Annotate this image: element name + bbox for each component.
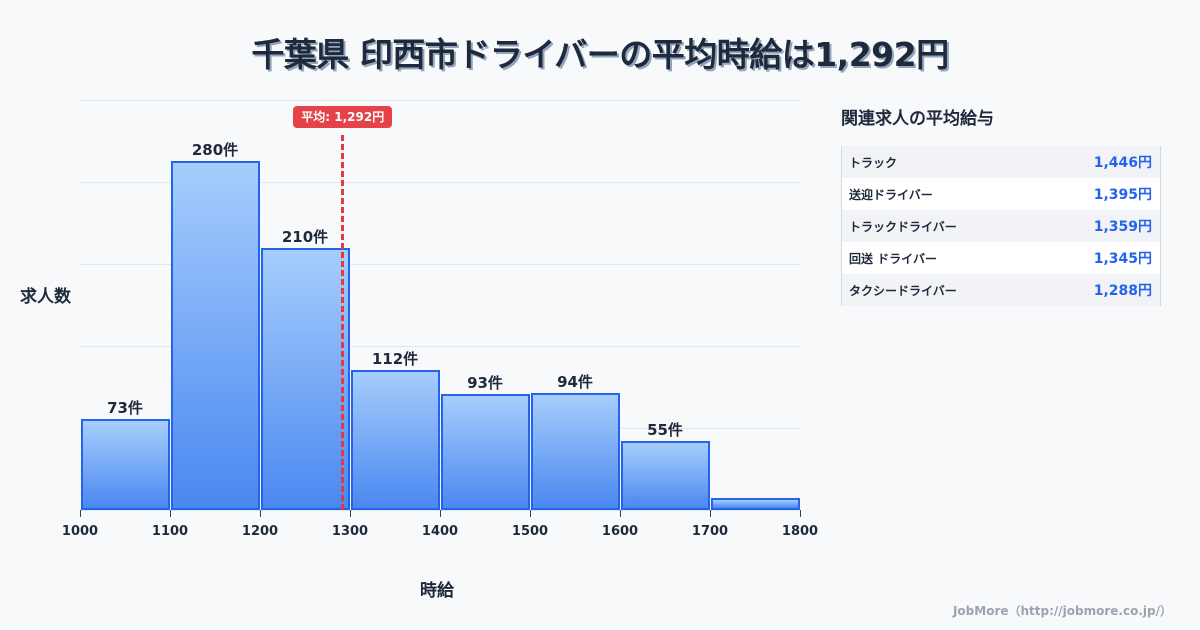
gridline	[80, 264, 800, 265]
bar-count-label: 73件	[107, 399, 143, 418]
job-average-wage: 1,359円	[1093, 219, 1152, 235]
related-job-row: タクシードライバー 1,288円	[842, 274, 1160, 306]
x-tick	[620, 510, 621, 517]
x-axis-label: 時給	[420, 581, 454, 601]
gridline	[80, 100, 800, 101]
x-tick	[800, 510, 801, 517]
job-average-wage: 1,446円	[1093, 155, 1152, 171]
histogram-bar	[171, 161, 260, 510]
bar-count-label: 93件	[467, 374, 503, 393]
bar-count-label: 94件	[557, 372, 593, 391]
x-tick-label: 1700	[691, 524, 729, 539]
job-name: 送迎ドライバー	[849, 187, 933, 202]
job-name: 回送 ドライバー	[849, 251, 937, 266]
histogram-bar	[261, 248, 350, 510]
source-credit: JobMore（http://jobmore.co.jp/）	[952, 604, 1172, 618]
histogram-bar	[531, 392, 620, 510]
gridline	[80, 182, 800, 183]
x-tick-label: 1800	[781, 524, 819, 539]
x-tick	[170, 510, 171, 517]
histogram-bar	[441, 394, 530, 510]
y-axis-label: 求人数	[20, 287, 71, 307]
job-name: トラックドライバー	[849, 219, 957, 234]
related-jobs-title: 関連求人の平均給与	[841, 109, 994, 129]
job-average-wage: 1,288円	[1093, 283, 1152, 299]
related-job-row: トラック 1,446円	[842, 146, 1160, 178]
x-tick-label: 1400	[421, 524, 459, 539]
x-tick	[530, 510, 531, 517]
related-jobs-table: トラック 1,446円 送迎ドライバー 1,395円 トラックドライバー 1,3…	[841, 146, 1161, 306]
histogram-bar	[621, 441, 710, 510]
bar-count-label: 55件	[647, 421, 683, 440]
x-tick	[710, 510, 711, 517]
x-tick	[350, 510, 351, 517]
histogram-bar	[81, 419, 170, 510]
x-tick-label: 1300	[331, 524, 369, 539]
x-tick	[440, 510, 441, 517]
x-tick	[80, 510, 81, 517]
bar-count-label: 280件	[191, 141, 239, 160]
related-job-row: 回送 ドライバー 1,345円	[842, 242, 1160, 274]
related-job-row: 送迎ドライバー 1,395円	[842, 178, 1160, 210]
histogram-chart: 求人数 時給 73件 280件 210件 112件 93件 94件 55件 1000 1100 1…	[20, 100, 818, 601]
x-tick-label: 1600	[601, 524, 639, 539]
average-line	[341, 135, 345, 510]
job-average-wage: 1,395円	[1093, 187, 1152, 203]
job-name: トラック	[849, 155, 898, 170]
x-tick-label: 1000	[61, 524, 99, 539]
gridline	[80, 428, 800, 429]
x-tick-label: 1200	[241, 524, 279, 539]
average-badge: 平均: 1,292円	[293, 106, 393, 128]
bar-count-label: 112件	[371, 350, 419, 369]
x-tick	[260, 510, 261, 517]
chart-title: 千葉県 印西市ドライバーの平均時給は1,292円	[251, 35, 949, 74]
x-tick-label: 1100	[151, 524, 189, 539]
bar-count-label: 210件	[281, 228, 329, 247]
gridline	[80, 346, 800, 347]
histogram-bar	[351, 370, 440, 510]
x-tick-label: 1500	[511, 524, 549, 539]
related-job-row: トラックドライバー 1,359円	[842, 210, 1160, 242]
job-name: タクシードライバー	[849, 283, 957, 298]
histogram-bar	[711, 497, 800, 510]
job-average-wage: 1,345円	[1093, 251, 1152, 267]
